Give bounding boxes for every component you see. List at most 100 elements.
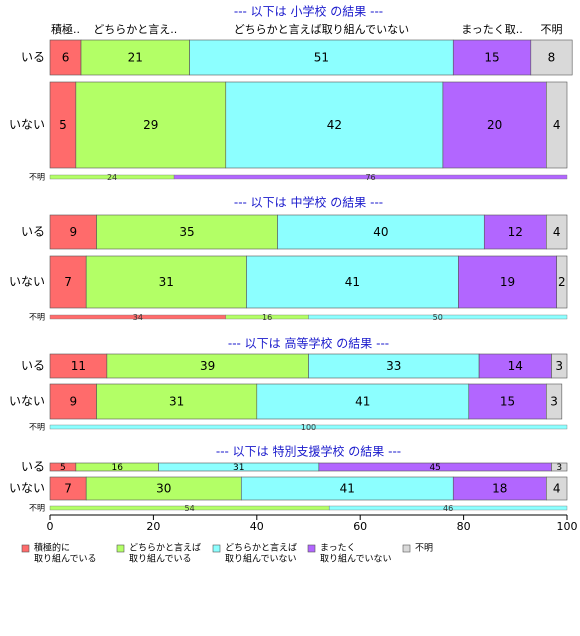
bar-segment [546, 476, 568, 501]
unknown-row-label: 不明 [29, 423, 45, 432]
x-tick-label: 60 [353, 520, 367, 533]
bar-segment [551, 462, 568, 472]
legend-label: どちらかと言えば [225, 542, 297, 554]
data-label: 4 [553, 225, 561, 239]
column-label: どちらかと言え.. [93, 23, 177, 36]
data-label: 21 [128, 51, 143, 65]
bar-segment [551, 353, 568, 379]
bar-segment [546, 383, 563, 420]
data-label: 41 [340, 482, 355, 496]
data-label: 30 [156, 482, 171, 496]
data-label: 4 [553, 482, 561, 496]
legend-swatch [116, 544, 125, 553]
row-label: いる [21, 225, 45, 239]
x-tick-label: 100 [557, 520, 578, 533]
unknown-data-label: 54 [184, 504, 194, 513]
data-label: 29 [143, 118, 158, 132]
group-title: --- 以下は 特別支援学校 の結果 --- [216, 444, 401, 459]
bar-segment [458, 255, 557, 309]
unknown-data-label: 46 [443, 504, 453, 513]
x-tick-label: 40 [250, 520, 264, 533]
bar-segment [49, 353, 108, 379]
bar-segment [96, 383, 258, 420]
row-label: いない [9, 394, 45, 408]
data-label: 4 [553, 118, 561, 132]
data-label: 8 [548, 51, 556, 65]
unknown-row-label: 不明 [29, 313, 45, 322]
data-label: 12 [508, 225, 523, 239]
data-label: 31 [159, 275, 174, 289]
data-label: 9 [69, 395, 77, 409]
data-label: 41 [355, 395, 370, 409]
bar-segment [246, 255, 459, 309]
bar-segment [478, 353, 552, 379]
bar-segment [85, 255, 247, 309]
group-title: --- 以下は 小学校 の結果 --- [234, 4, 383, 19]
bar-segment [189, 39, 454, 76]
bar-segment [452, 39, 532, 76]
data-label: 11 [71, 359, 86, 373]
bar-segment [442, 81, 547, 169]
bar-segment [49, 255, 87, 309]
data-label: 33 [386, 359, 401, 373]
group-title: --- 以下は 高等学校 の結果 --- [228, 336, 389, 351]
data-label: 31 [233, 463, 244, 473]
bar-segment [106, 353, 309, 379]
data-label: 35 [179, 225, 194, 239]
legend-label: 取り組んでいない [320, 553, 392, 565]
bar-segment [49, 214, 97, 250]
column-label: まったく取.. [461, 23, 523, 36]
bar-segment [468, 383, 547, 420]
x-tick-label: 80 [457, 520, 471, 533]
data-label: 6 [62, 51, 70, 65]
data-label: 41 [345, 275, 360, 289]
bar-segment [75, 81, 227, 169]
data-label: 51 [314, 51, 329, 65]
legend-label: 取り組んでいない [225, 553, 297, 565]
row-label: いる [21, 50, 45, 64]
unknown-row-label: 不明 [29, 173, 45, 182]
data-label: 14 [508, 359, 523, 373]
bar-segment [80, 39, 190, 76]
bar-segment [96, 214, 278, 250]
data-label: 7 [64, 275, 72, 289]
data-label: 9 [69, 225, 77, 239]
data-label: 31 [169, 395, 184, 409]
data-label: 15 [484, 51, 499, 65]
bar-segment [308, 353, 480, 379]
bar-segment [49, 39, 82, 76]
legend-swatch [402, 544, 411, 553]
unknown-bar-segment [49, 424, 568, 430]
legend-label: 不明 [415, 543, 433, 554]
data-label: 2 [558, 275, 566, 289]
data-label: 20 [487, 118, 502, 132]
data-label: 3 [555, 359, 563, 373]
bar-segment [49, 81, 77, 169]
legend-label: どちらかと言えば [129, 542, 201, 554]
x-tick-label: 20 [146, 520, 160, 533]
unknown-data-label: 24 [107, 173, 117, 182]
unknown-bar-segment [308, 314, 568, 320]
data-label: 18 [492, 482, 507, 496]
unknown-bar-segment [173, 174, 568, 180]
data-label: 3 [550, 395, 558, 409]
legend-swatch [21, 544, 30, 553]
bar-segment [225, 81, 444, 169]
row-label: いない [9, 118, 45, 132]
unknown-bar-segment [328, 505, 568, 511]
row-label: いない [9, 481, 45, 495]
row-label: いる [21, 359, 45, 373]
bar-segment [256, 383, 470, 420]
data-label: 15 [500, 395, 515, 409]
bar-segment [546, 214, 568, 250]
x-tick-label: 0 [47, 520, 54, 533]
row-label: いない [9, 275, 45, 289]
data-label: 19 [500, 275, 515, 289]
bar-segment [483, 214, 547, 250]
bar-segment [530, 39, 573, 76]
bar-segment [277, 214, 485, 250]
column-label: 不明 [540, 23, 562, 36]
legend-swatch [307, 544, 316, 553]
data-label: 39 [200, 359, 215, 373]
unknown-data-label: 50 [433, 313, 443, 322]
